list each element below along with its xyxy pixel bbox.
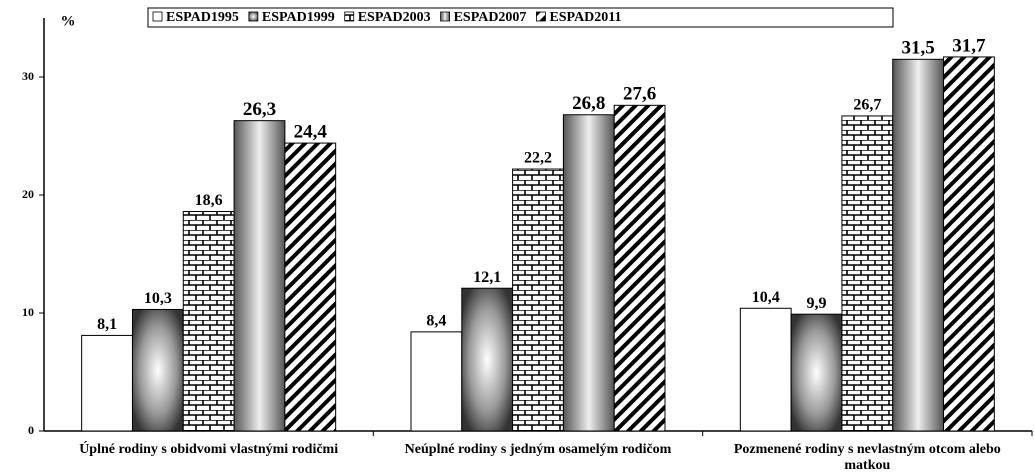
bar: [841, 115, 894, 432]
value-label: 8,4: [426, 313, 446, 330]
legend-label: ESPAD2011: [549, 10, 621, 25]
bar: [562, 114, 615, 432]
y-axis-label: %: [61, 13, 76, 29]
value-label: 18,6: [195, 192, 223, 209]
legend-label: ESPAD1999: [262, 10, 335, 25]
bar: [81, 334, 133, 432]
y-tick-label: 10: [22, 305, 34, 319]
value-label: 12,1: [473, 269, 501, 286]
bar: [512, 168, 564, 432]
bar: [790, 313, 843, 432]
bar: [613, 104, 666, 432]
value-label: 31,5: [902, 38, 935, 59]
legend-label: ESPAD1995: [166, 10, 239, 25]
value-label: 9,9: [807, 295, 827, 312]
bar: [943, 56, 995, 432]
legend-swatch: [440, 11, 450, 22]
value-label: 10,4: [752, 289, 780, 306]
value-label: 27,6: [623, 84, 656, 105]
bar: [892, 58, 945, 432]
y-tick-label: 0: [28, 423, 34, 437]
value-label: 8,1: [97, 316, 117, 333]
legend-swatch: [344, 11, 355, 22]
y-tick-label: 20: [22, 187, 34, 201]
bar: [182, 211, 235, 432]
value-label: 22,2: [524, 150, 552, 167]
legend-box: [147, 7, 894, 28]
legend-label: ESPAD2007: [454, 10, 527, 25]
value-label: 26,8: [572, 93, 605, 114]
legend-swatch: [152, 11, 163, 22]
value-label: 31,7: [952, 35, 986, 56]
x-tick-label: Pozmenené rodiny s nevlastným otcom aleb…: [733, 442, 1001, 473]
legend-swatch: [248, 11, 259, 22]
bar: [461, 287, 514, 432]
x-tick-label: Neúplné rodiny s jedným osamelým rodičom: [404, 442, 672, 457]
bar: [739, 307, 792, 432]
x-tick-label: Úplné rodiny s obidvomi vlastnými rodičm…: [79, 442, 339, 457]
bar: [233, 120, 286, 432]
value-label: 10,3: [144, 290, 172, 307]
bar: [131, 308, 184, 432]
value-label: 26,3: [243, 99, 276, 120]
value-label: 26,7: [853, 97, 881, 114]
bar: [284, 142, 337, 432]
value-label: 24,4: [294, 121, 328, 142]
legend-label: ESPAD2003: [358, 10, 431, 25]
y-tick-label: 30: [22, 69, 34, 83]
bar: [410, 331, 463, 432]
legend-swatch: [536, 11, 546, 22]
